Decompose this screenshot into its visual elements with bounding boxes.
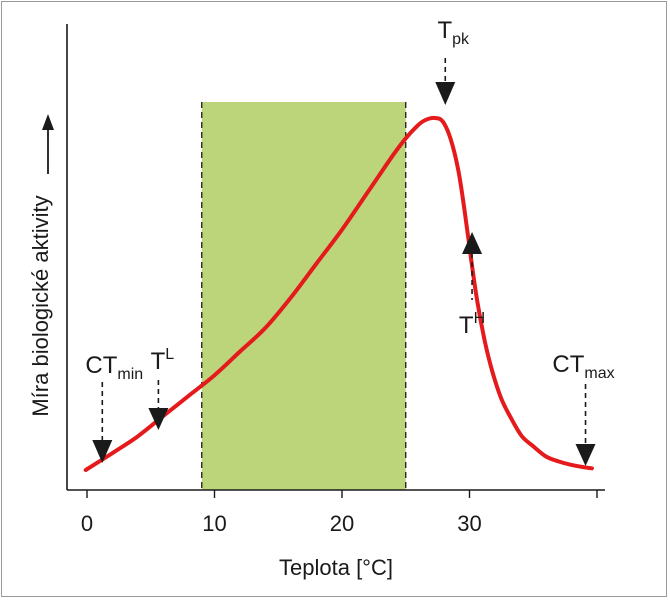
x-tick-label: 30 [457,511,481,536]
optimal-range-region [201,102,406,490]
x-axis-title: Teplota [°C] [279,555,393,580]
annotation-arrow-head [92,440,113,463]
annotation-tpk: Tpk [435,17,470,105]
annotation-label: TL [151,346,175,375]
y-axis-title: Míra biologické aktivity [28,195,53,416]
x-ticks: 0 10 20 30 [81,490,598,536]
annotation-label: CTmax [552,351,614,382]
annotation-arrow-head [462,232,483,254]
y-axis-direction-arrow [42,114,54,174]
activity-curve [83,115,594,472]
y-arrow-head [42,114,54,130]
threshold-annotations: CTmin TL Tpk TH CTmax [85,17,615,466]
annotation-tl: TL [148,346,174,430]
annotation-arrow-head [435,82,456,105]
annotation-label: CTmin [85,352,143,383]
x-tick-label: 20 [330,511,354,536]
x-tick-label: 0 [81,511,93,536]
annotation-ctmin: CTmin [85,352,143,463]
annotation-ctmax: CTmax [552,351,615,466]
x-tick-label: 10 [202,511,226,536]
annotation-arrow-head [148,408,169,430]
annotation-arrow-head [575,444,596,466]
annotation-label: Tpk [437,17,470,48]
annotation-label: TH [459,310,485,339]
annotation-th: TH [459,232,485,339]
